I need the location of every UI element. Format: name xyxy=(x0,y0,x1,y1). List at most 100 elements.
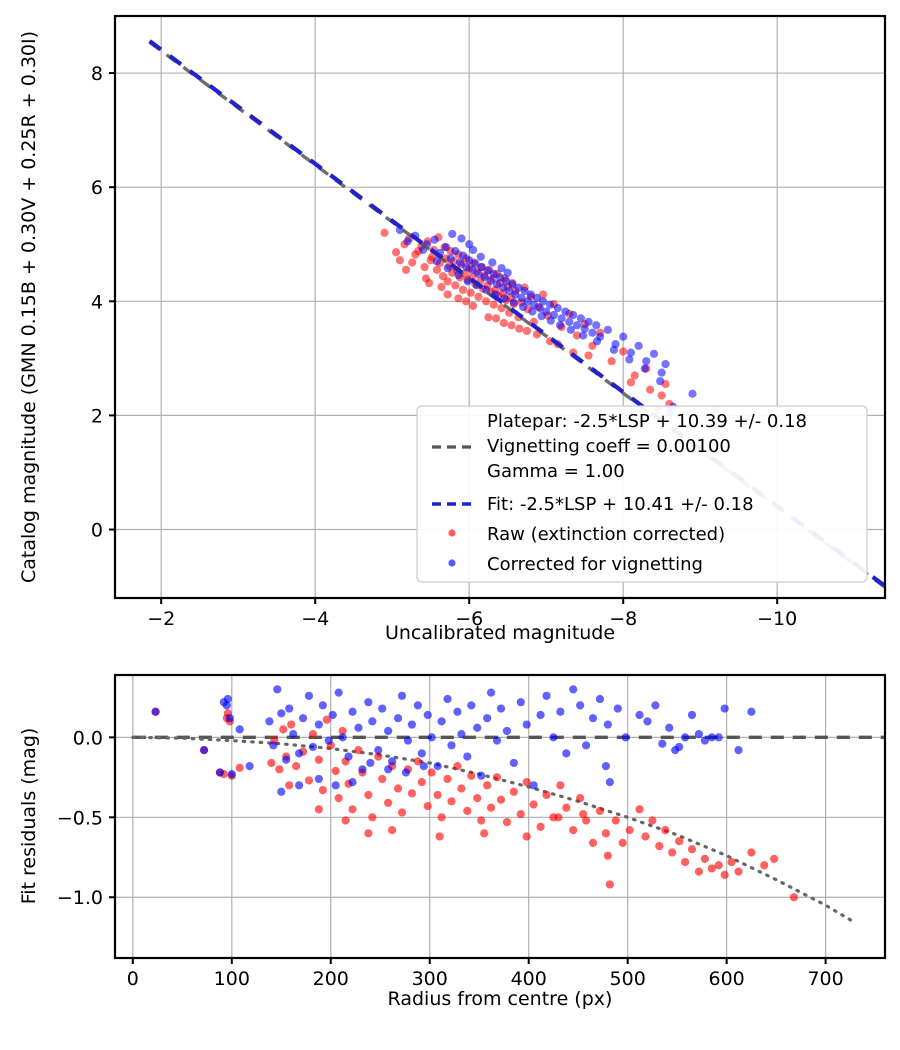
scatter-point xyxy=(546,316,555,325)
scatter-point xyxy=(484,313,493,322)
vignetting-model-curve xyxy=(131,735,857,925)
scatter-point xyxy=(542,691,551,700)
scatter-point xyxy=(467,701,476,710)
scatter-point xyxy=(294,781,304,790)
scatter-point xyxy=(576,794,585,803)
scatter-point xyxy=(565,317,574,326)
scatter-point xyxy=(607,357,616,366)
legend-label-platepar-line2: Vignetting coeff = 0.00100 xyxy=(487,436,731,457)
scatter-point xyxy=(447,797,456,806)
scatter-point xyxy=(393,784,403,793)
scatter-point xyxy=(584,317,593,326)
tick-label-x: −6 xyxy=(455,608,483,630)
scatter-point xyxy=(734,746,743,755)
scatter-point xyxy=(348,778,357,787)
scatter-point xyxy=(443,264,452,273)
tick-label-x: −10 xyxy=(757,608,797,630)
scatter-point xyxy=(473,723,482,732)
scatter-point xyxy=(611,816,620,825)
scatter-point xyxy=(364,698,373,707)
scatter-point xyxy=(225,714,234,723)
scatter-point xyxy=(417,749,426,758)
tick-label-y: 6 xyxy=(91,177,103,199)
scatter-point xyxy=(505,286,514,296)
tick-label-x: 600 xyxy=(709,968,745,990)
scatter-point xyxy=(507,321,516,330)
scatter-point xyxy=(557,314,566,323)
scatter-point xyxy=(314,805,323,814)
scatter-point xyxy=(358,765,367,774)
scatter-point xyxy=(542,790,551,800)
scatter-point xyxy=(304,691,314,700)
scatter-point xyxy=(366,758,375,768)
scatter-point xyxy=(341,816,350,825)
scatter-point xyxy=(634,341,643,350)
top-plot-xlabel: Uncalibrated magnitude xyxy=(385,622,615,644)
tick-label-y: −0.5 xyxy=(57,807,103,829)
scatter-point xyxy=(384,726,393,736)
scatter-point xyxy=(474,292,483,301)
scatter-point xyxy=(267,758,276,768)
scatter-point xyxy=(661,359,670,369)
scatter-point xyxy=(720,704,729,713)
scatter-point xyxy=(328,710,337,720)
scatter-point xyxy=(401,265,411,275)
scatter-point xyxy=(437,717,446,726)
scatter-point xyxy=(318,786,327,795)
scatter-point xyxy=(714,861,723,870)
scatter-point xyxy=(537,312,546,321)
scatter-point xyxy=(282,755,291,764)
scatter-point xyxy=(675,742,684,752)
scatter-point xyxy=(338,726,347,736)
scatter-point xyxy=(465,240,474,249)
scatter-point xyxy=(223,694,232,704)
scatter-point xyxy=(635,710,644,720)
scatter-point xyxy=(492,736,502,745)
scatter-point xyxy=(572,321,582,330)
scatter-point xyxy=(661,825,670,835)
scatter-point xyxy=(554,813,563,822)
scatter-point xyxy=(477,262,486,272)
scatter-point xyxy=(529,800,538,809)
scatter-point xyxy=(495,273,505,282)
tick-label-x: 300 xyxy=(412,968,448,990)
scatter-point xyxy=(523,297,532,306)
scatter-point xyxy=(528,307,537,316)
scatter-point xyxy=(657,391,666,400)
scatter-point xyxy=(338,733,347,742)
scatter-point xyxy=(298,714,308,723)
scatter-point xyxy=(279,725,288,734)
scatter-point xyxy=(314,720,323,729)
scatter-point xyxy=(734,867,743,876)
scatter-point xyxy=(655,841,664,851)
scatter-point xyxy=(496,795,506,804)
scatter-point xyxy=(486,276,495,285)
scatter-point xyxy=(151,707,160,716)
scatter-point xyxy=(473,794,482,803)
scatter-point xyxy=(289,730,298,739)
scatter-point xyxy=(465,256,474,265)
scatter-point xyxy=(378,704,387,713)
scatter-point xyxy=(442,242,451,252)
scatter-point xyxy=(235,763,244,772)
scatter-point xyxy=(569,310,578,320)
tick-label-x: −4 xyxy=(301,608,329,630)
scatter-point xyxy=(477,816,486,825)
scatter-point xyxy=(522,326,532,336)
scatter-point xyxy=(516,698,525,707)
scatter-point xyxy=(489,269,498,279)
scatter-point xyxy=(492,314,501,323)
scatter-point xyxy=(314,774,323,784)
scatter-point xyxy=(483,266,492,275)
scatter-point xyxy=(503,268,512,277)
scatter-point xyxy=(378,774,387,784)
scatter-point xyxy=(308,730,318,739)
scatter-point xyxy=(626,348,636,357)
scatter-point xyxy=(419,762,428,771)
scatter-point xyxy=(420,262,429,272)
scatter-point xyxy=(215,768,225,777)
scatter-point xyxy=(403,237,412,246)
scatter-point xyxy=(514,283,523,292)
bottom-plot-model-lines xyxy=(131,735,885,925)
